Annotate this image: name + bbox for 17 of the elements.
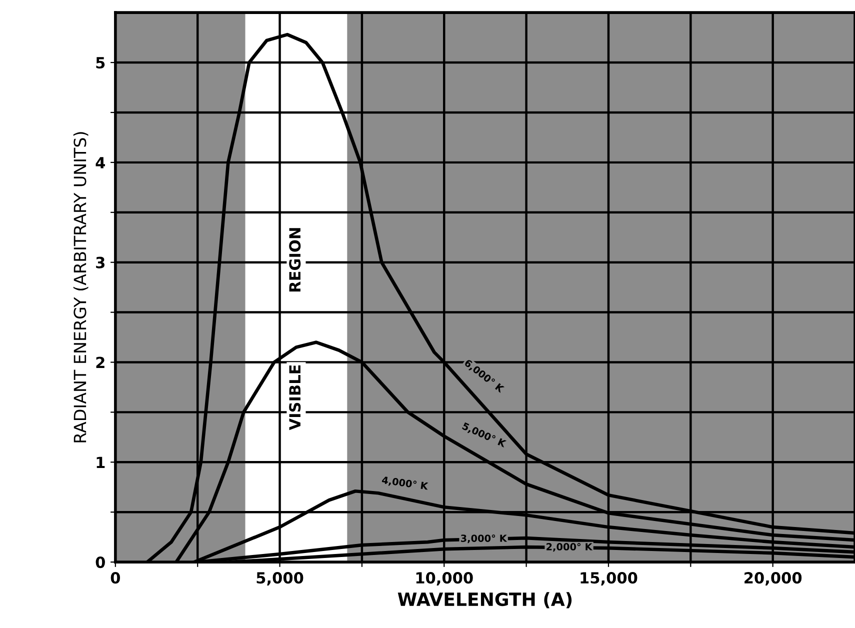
- y-tick-label: 3: [96, 256, 104, 268]
- x-tick-label: 15,000: [580, 572, 638, 586]
- text: VISIBLE REGION: [289, 228, 301, 430]
- x-tick-label: 5,000: [256, 572, 304, 586]
- series-label: 2,000° K: [546, 542, 593, 552]
- y-tick-label: 1: [96, 456, 105, 468]
- y-axis-title: RADIANT ENERGY (ARBITRARY UNITS): [73, 132, 88, 442]
- x-axis-title: WAVELENGTH (A): [398, 592, 572, 608]
- series-label: 3,000° K: [460, 534, 508, 544]
- y-tick-label: 2: [96, 356, 104, 368]
- x-tick-label: 10,000: [416, 572, 473, 586]
- x-tick-label: 20,000: [744, 572, 802, 586]
- text: 4,000° K: [382, 476, 429, 492]
- y-tick-label: 5: [96, 57, 105, 69]
- y-tick-label: 4: [96, 157, 105, 168]
- x-tick-label: 0: [110, 572, 120, 584]
- y-tick-label: 0: [96, 556, 105, 568]
